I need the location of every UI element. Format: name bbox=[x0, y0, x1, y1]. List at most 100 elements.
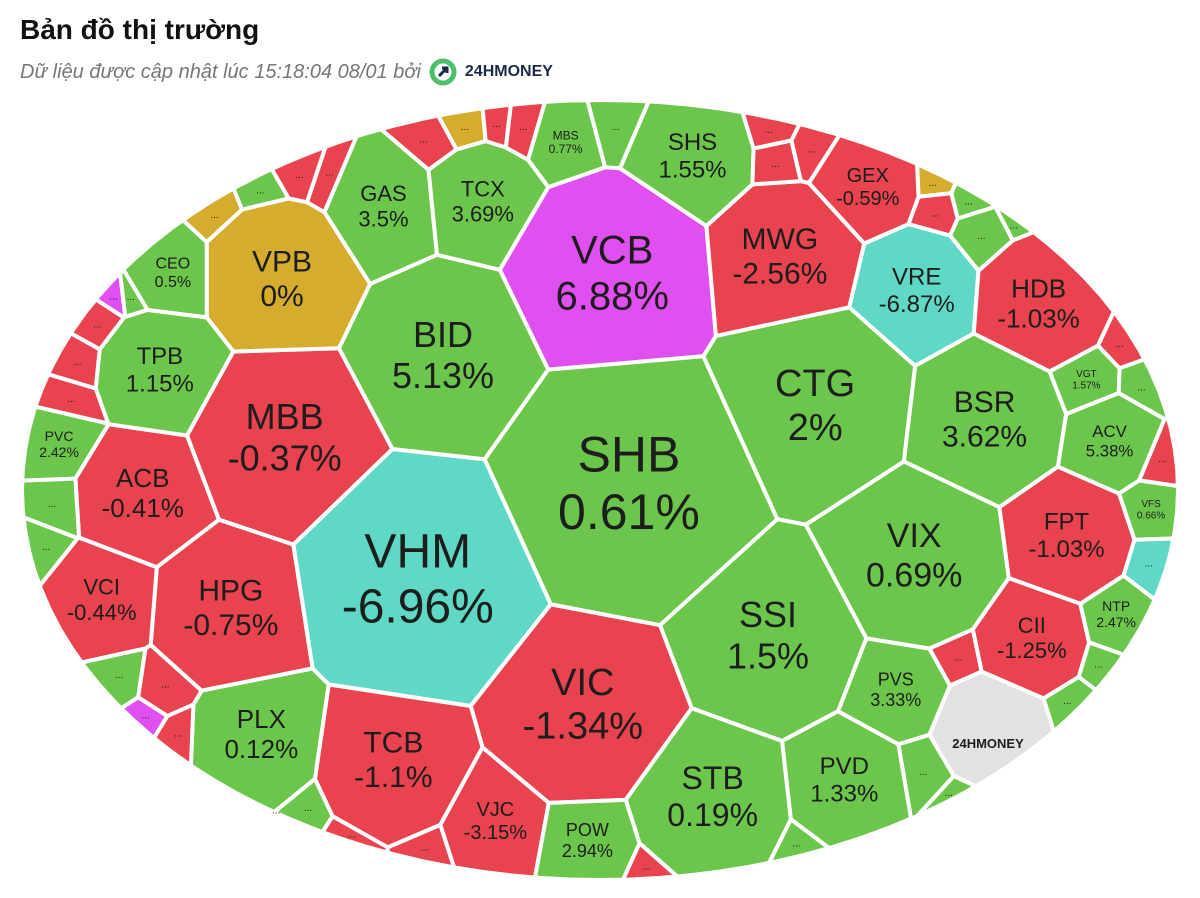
change: -0.41% bbox=[102, 493, 184, 523]
more-label: ... bbox=[977, 231, 985, 242]
change: -6.96% bbox=[342, 581, 494, 634]
more-label: ... bbox=[807, 144, 815, 155]
more-label: ... bbox=[1137, 382, 1145, 393]
change: -0.37% bbox=[228, 438, 342, 479]
cell bbox=[269, 145, 328, 205]
more-label: ... bbox=[73, 357, 81, 368]
more-label: ... bbox=[1094, 660, 1102, 671]
logo-icon bbox=[429, 58, 457, 86]
cell bbox=[767, 817, 831, 865]
change: 1.5% bbox=[727, 635, 809, 676]
ticker: VJC bbox=[476, 799, 514, 821]
more-label: ... bbox=[1063, 696, 1071, 707]
more-label: ... bbox=[419, 135, 427, 146]
change: 3.5% bbox=[358, 206, 408, 231]
more-label: ... bbox=[93, 319, 101, 330]
cell bbox=[533, 797, 642, 882]
more-label: ... bbox=[272, 805, 280, 816]
more-label: ... bbox=[519, 122, 527, 133]
more-label: ... bbox=[931, 208, 939, 219]
cell bbox=[621, 841, 680, 882]
change: -1.03% bbox=[997, 303, 1079, 333]
change: 1.55% bbox=[658, 157, 726, 184]
ticker: CII bbox=[1018, 613, 1046, 638]
more-label: ... bbox=[325, 168, 333, 179]
change: -1.03% bbox=[1029, 536, 1105, 563]
change: -6.87% bbox=[879, 291, 955, 318]
more-label: ... bbox=[792, 838, 800, 849]
change: 6.88% bbox=[556, 275, 669, 319]
ticker: PLX bbox=[237, 704, 286, 734]
cell bbox=[33, 372, 111, 426]
more-label: ... bbox=[945, 788, 953, 799]
change: -3.15% bbox=[464, 822, 528, 844]
ticker: BSR bbox=[954, 386, 1016, 419]
subtitle-row: Dữ liệu được cập nhật lúc 15:18:04 08/01… bbox=[20, 58, 553, 86]
ticker: SHS bbox=[668, 129, 717, 156]
change: 3.62% bbox=[942, 420, 1027, 453]
ticker: TPB bbox=[136, 343, 183, 370]
ticker: VIC bbox=[551, 662, 614, 704]
ticker: HPG bbox=[198, 574, 263, 607]
change: -0.44% bbox=[67, 600, 137, 625]
ticker: VRE bbox=[892, 264, 941, 291]
ticker: POW bbox=[566, 820, 609, 840]
more-label: ... bbox=[210, 210, 218, 221]
change: 2.47% bbox=[1096, 614, 1136, 630]
more-label: ... bbox=[771, 159, 779, 170]
ticker: MBB bbox=[246, 396, 324, 437]
ticker: PVD bbox=[820, 753, 869, 780]
ticker: SSI bbox=[739, 594, 797, 635]
more-label: ... bbox=[141, 711, 149, 722]
more-label: ... bbox=[256, 186, 264, 197]
more-label: ... bbox=[1009, 220, 1017, 231]
more-label: ... bbox=[612, 122, 620, 133]
change: 5.13% bbox=[392, 355, 494, 396]
change: 0% bbox=[260, 280, 303, 313]
more-label: ... bbox=[109, 291, 117, 302]
ticker: SHB bbox=[578, 427, 681, 483]
logo-cell-label: 24HMONEY bbox=[952, 736, 1024, 751]
more-label: ... bbox=[1116, 339, 1124, 350]
more-label: ... bbox=[461, 122, 469, 133]
cell bbox=[789, 122, 842, 185]
ticker: ACB bbox=[116, 463, 169, 493]
change: -0.59% bbox=[836, 188, 900, 210]
more-label: ... bbox=[115, 670, 123, 681]
change: 1.33% bbox=[810, 781, 878, 808]
cell bbox=[152, 702, 196, 768]
change: 0.12% bbox=[224, 734, 298, 764]
more-label: ... bbox=[493, 119, 501, 130]
ticker: TCX bbox=[461, 176, 505, 201]
ticker: TCB bbox=[363, 726, 423, 759]
ticker: NTP bbox=[1102, 598, 1130, 614]
subtitle: Dữ liệu được cập nhật lúc 15:18:04 08/01… bbox=[20, 60, 421, 83]
more-label: ... bbox=[765, 125, 773, 136]
change: 0.19% bbox=[667, 797, 758, 833]
change: 0.69% bbox=[866, 556, 962, 594]
more-label: ... bbox=[642, 861, 650, 872]
cell bbox=[385, 822, 456, 870]
cell bbox=[21, 515, 80, 588]
title: Bản đồ thị trường bbox=[20, 14, 260, 45]
ticker: VIX bbox=[887, 517, 942, 555]
change: 2.94% bbox=[562, 841, 613, 861]
more-label: ... bbox=[67, 394, 75, 405]
cell bbox=[1041, 674, 1098, 734]
more-label: ... bbox=[42, 542, 50, 553]
cell bbox=[1121, 536, 1176, 602]
ticker: PVC bbox=[45, 428, 74, 444]
cell bbox=[993, 203, 1036, 243]
more-label: ... bbox=[929, 178, 937, 189]
cell bbox=[480, 102, 513, 150]
ticker: PVS bbox=[878, 670, 914, 690]
cell bbox=[379, 113, 459, 172]
more-label: ... bbox=[919, 767, 927, 778]
cell bbox=[915, 774, 978, 818]
change: -1.25% bbox=[997, 638, 1067, 663]
cell bbox=[927, 627, 984, 688]
ticker: CTG bbox=[775, 363, 855, 405]
more-label: ... bbox=[295, 170, 303, 181]
cell bbox=[585, 98, 651, 171]
ticker: VHM bbox=[364, 525, 471, 578]
